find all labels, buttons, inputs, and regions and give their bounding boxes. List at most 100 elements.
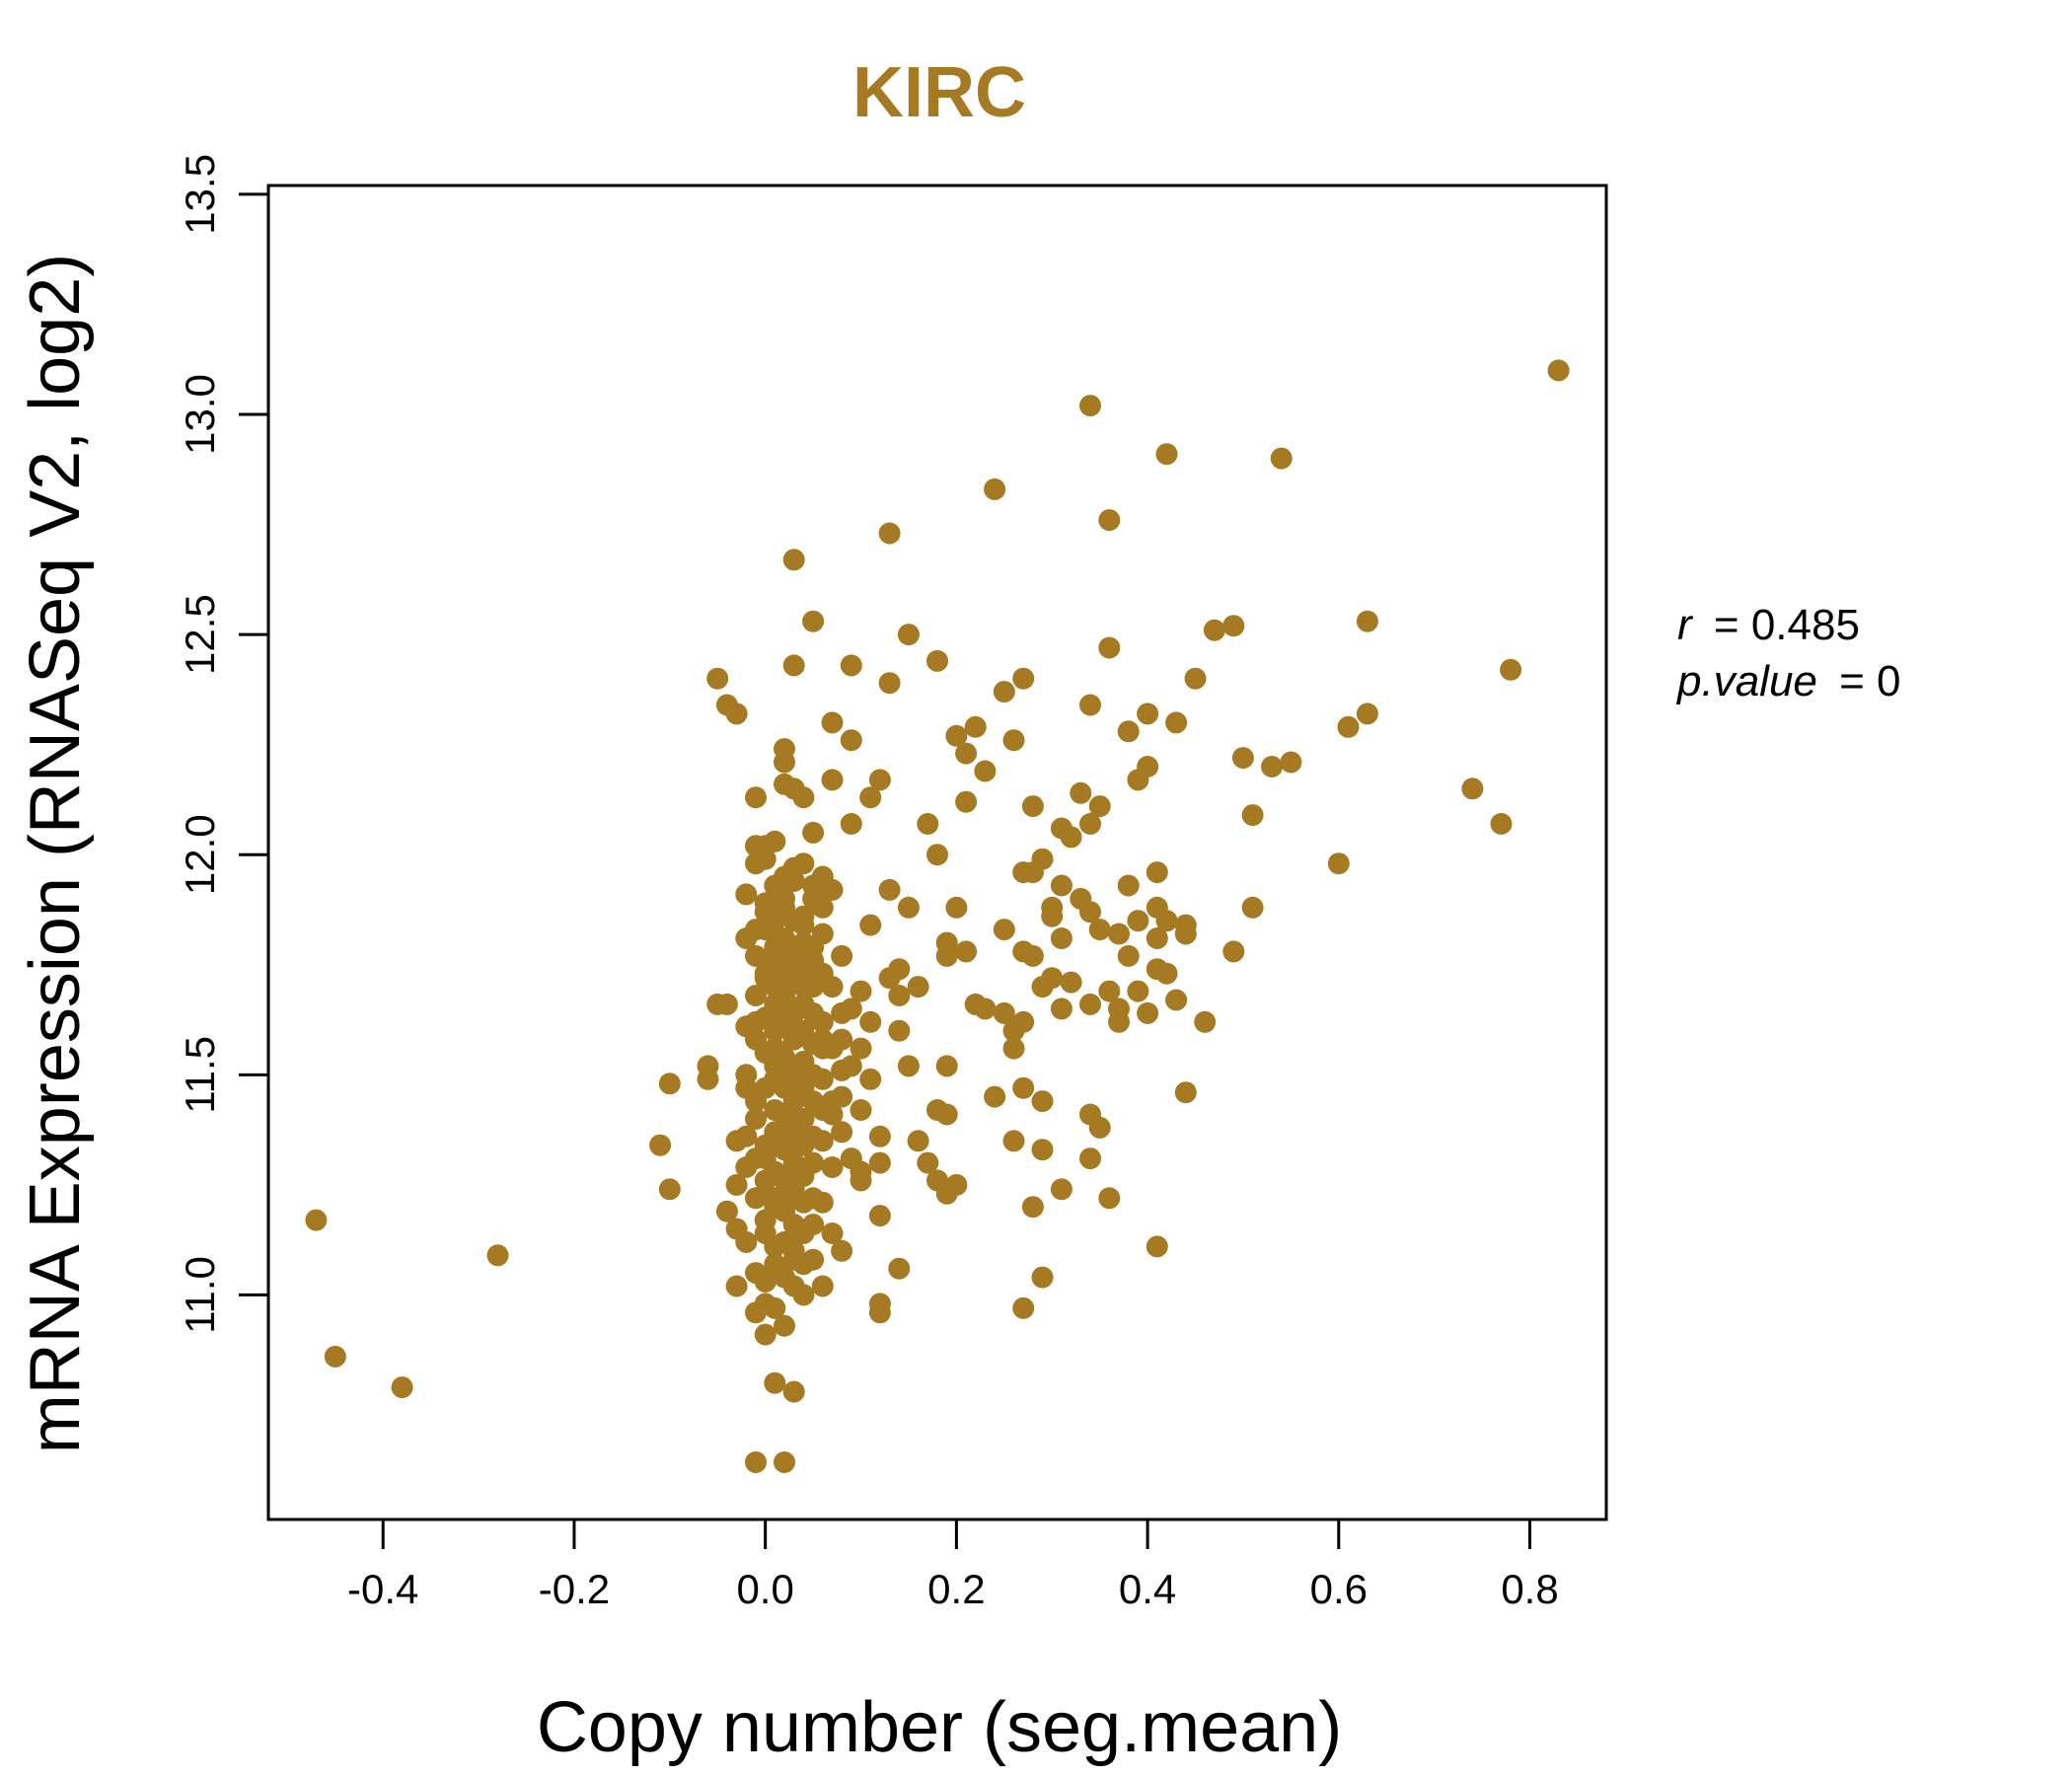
data-point — [878, 878, 901, 901]
x-tick-label: -0.2 — [539, 1566, 610, 1612]
data-point — [1002, 1037, 1025, 1060]
data-point — [926, 649, 948, 672]
data-point — [774, 887, 795, 910]
data-point — [1031, 1266, 1054, 1289]
y-axis: 11.0 11.5 12.0 12.5 13.0 13.5 — [177, 154, 268, 1334]
x-tick-label: 0.6 — [1310, 1566, 1368, 1612]
data-point — [1098, 636, 1121, 659]
data-point — [1088, 919, 1111, 941]
data-point — [1012, 667, 1035, 690]
data-point — [735, 1125, 758, 1147]
data-point — [1165, 989, 1188, 1011]
data-point — [821, 976, 844, 999]
data-point — [1031, 1090, 1054, 1113]
data-point — [821, 878, 844, 901]
data-point — [1461, 777, 1484, 800]
data-point — [774, 751, 795, 774]
data-point — [831, 1028, 853, 1051]
data-point — [984, 1085, 1006, 1108]
data-point — [764, 1371, 786, 1394]
data-point — [993, 1001, 1015, 1024]
data-point — [1070, 781, 1092, 804]
data-point — [859, 914, 882, 936]
data-point — [1241, 896, 1264, 919]
data-point — [782, 1380, 805, 1403]
y-tick-label: 12.5 — [177, 594, 223, 675]
data-point — [745, 1108, 767, 1130]
data-point — [868, 1151, 891, 1174]
data-point — [831, 944, 853, 967]
data-point — [715, 1200, 738, 1222]
y-tick-label: 11.5 — [177, 1036, 223, 1114]
chart-title: KIRC — [852, 53, 1026, 132]
data-point — [1079, 1147, 1101, 1170]
data-point — [792, 1284, 815, 1306]
r-label: r — [1677, 601, 1694, 649]
data-point — [1079, 395, 1101, 417]
data-point — [907, 1130, 929, 1152]
data-point — [774, 1451, 795, 1473]
data-point — [850, 1099, 872, 1121]
data-point — [1117, 944, 1140, 967]
correlation-stats: r = 0.485 p.value = 0 — [1675, 601, 1901, 705]
data-point — [888, 958, 911, 981]
data-point — [859, 1010, 882, 1033]
y-tick-label: 11.0 — [177, 1256, 223, 1334]
data-point — [878, 672, 901, 695]
data-point — [1050, 927, 1073, 949]
data-point — [1012, 1076, 1035, 1099]
data-point — [745, 786, 767, 809]
data-point — [1031, 848, 1054, 870]
data-point — [764, 830, 786, 852]
data-point — [831, 1121, 853, 1144]
data-point — [697, 1068, 719, 1090]
data-point — [1155, 443, 1178, 466]
data-point — [811, 1010, 834, 1033]
data-point — [1165, 711, 1188, 734]
data-point — [840, 729, 862, 752]
data-point — [974, 998, 997, 1020]
data-point — [811, 1130, 834, 1152]
data-point — [811, 923, 834, 945]
data-point — [878, 522, 901, 545]
data-point — [1137, 756, 1159, 777]
data-point — [725, 703, 748, 725]
data-point — [955, 940, 978, 963]
data-point — [792, 914, 815, 936]
data-point — [964, 715, 987, 738]
data-point — [917, 1151, 939, 1174]
data-point — [1041, 905, 1064, 927]
data-point — [735, 1230, 758, 1253]
data-point — [1222, 615, 1245, 637]
data-point — [859, 786, 882, 809]
data-point — [1002, 1130, 1025, 1152]
data-point — [850, 1169, 872, 1192]
data-point — [1490, 813, 1513, 835]
data-point — [802, 1151, 825, 1174]
data-point — [754, 1323, 777, 1346]
x-tick-label: 0.4 — [1119, 1566, 1176, 1612]
data-point — [811, 1191, 834, 1214]
y-tick-label: 13.5 — [177, 154, 223, 235]
data-point — [1500, 658, 1522, 681]
data-point — [715, 993, 738, 1015]
data-point — [868, 1205, 891, 1227]
data-point — [811, 1275, 834, 1297]
data-point — [725, 1275, 748, 1297]
data-point — [774, 1314, 795, 1337]
data-point — [811, 896, 834, 919]
x-tick-label: -0.4 — [347, 1566, 418, 1612]
data-point — [792, 786, 815, 809]
data-point — [1155, 910, 1178, 932]
data-point — [1012, 1296, 1035, 1319]
data-point — [888, 985, 911, 1006]
data-point — [935, 944, 958, 967]
data-point — [935, 1055, 958, 1077]
data-point — [1117, 720, 1140, 743]
data-point — [735, 1064, 758, 1086]
data-point — [1155, 962, 1178, 985]
data-point — [831, 1239, 853, 1262]
data-point — [1127, 910, 1149, 932]
data-point — [811, 1068, 834, 1090]
